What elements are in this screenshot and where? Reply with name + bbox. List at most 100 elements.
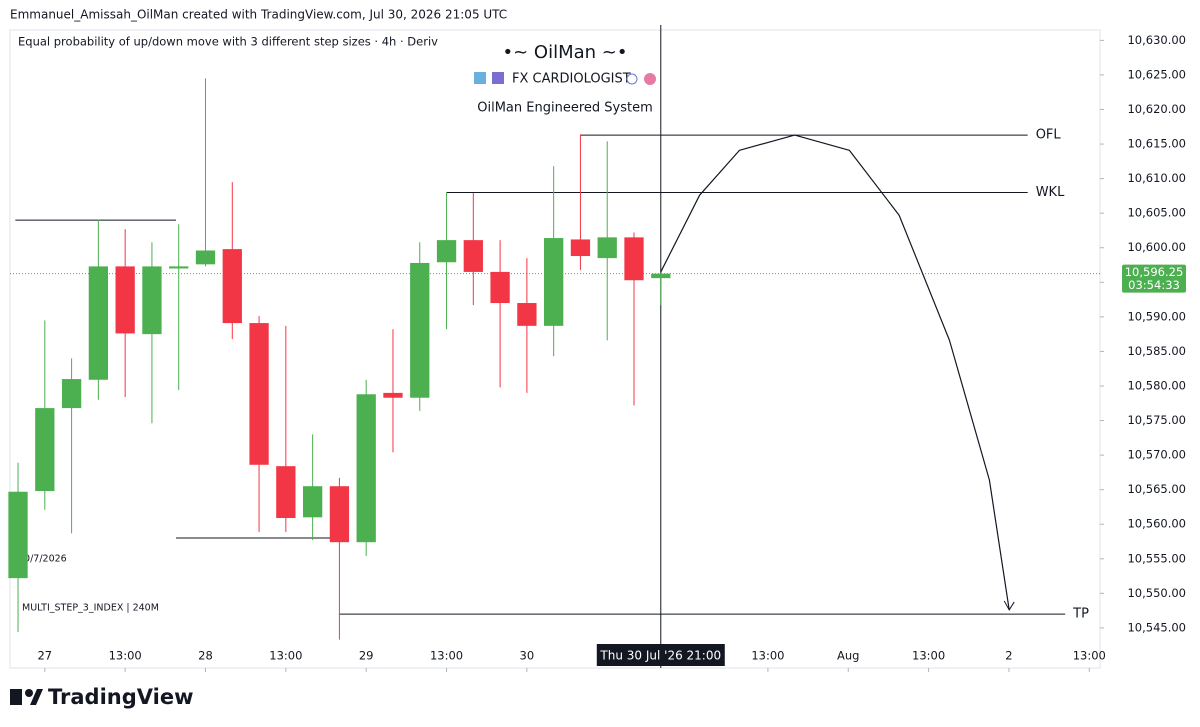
candle [115,229,135,398]
projection [660,134,1010,611]
price-tag-label: 10,596.25 [1125,265,1184,279]
candle [436,192,457,330]
icon [644,73,656,85]
x-tick-label: 13:00 [1073,649,1106,663]
candle [195,78,216,267]
projection-arrow [1003,600,1015,611]
header: Emmanuel_Amissah_OilMan created with Tra… [10,8,507,22]
candle-body [383,392,403,398]
y-tick-label: 10,585.00 [1127,344,1186,358]
y-tick-label: 10,565.00 [1127,482,1186,496]
x-tick-label: 13:00 [109,649,142,663]
x-tick-label: Aug [837,649,859,663]
candle [463,193,483,306]
icon [492,72,504,84]
candle [8,462,28,633]
candle-body [651,273,671,279]
y-tick-label: 10,560.00 [1127,517,1186,531]
y-tick-label: 10,575.00 [1127,413,1186,427]
subtitle: FX CARDIOLOGIST [512,72,631,87]
candle-body [88,266,109,380]
logo-mark [30,689,43,705]
logo: TradingView [10,685,193,709]
candle-body [463,240,483,272]
candle [517,258,537,393]
candle [88,219,109,400]
x-tick-label: 28 [198,649,213,663]
candle [61,358,82,534]
date-note: 30/7/2026 [18,554,67,565]
candle [276,325,296,532]
legend-text: Equal probability of up/down move with 3… [18,35,438,49]
logo-mark [25,689,33,697]
brand: TradingView [48,685,193,709]
candle [651,273,671,306]
level-label: TP [1072,607,1089,622]
x-tick-label: 13:00 [430,649,463,663]
icon [474,72,486,84]
candle-body [329,486,350,543]
candle-body [169,266,189,269]
candle-body [410,262,430,398]
candle [169,224,189,391]
candle-body [222,249,242,324]
y-tick-label: 10,570.00 [1127,448,1186,462]
candle [302,434,323,541]
y-tick-label: 10,555.00 [1127,551,1186,565]
countdown: 03:54:33 [1128,278,1180,292]
candle [35,320,55,510]
candle [249,316,269,532]
candle [222,182,242,339]
level-label: WKL [1036,185,1065,200]
candle-body [115,266,135,334]
candle-body [61,379,82,409]
candle [142,242,162,424]
candle [356,379,376,557]
x-tick-label: 30 [520,649,535,663]
y-tick-label: 10,580.00 [1127,378,1186,392]
y-tick-label: 10,610.00 [1127,171,1186,185]
candle [624,232,644,406]
chart-title: •~ OilMan ~• [503,42,628,63]
candle [329,477,350,640]
y-tick-label: 10,545.00 [1127,620,1186,634]
candle-body [142,266,162,335]
subtitle: OilMan Engineered System [477,101,652,116]
candle-body [8,491,28,579]
x-tick-label: 27 [37,649,52,663]
y-tick-label: 10,625.00 [1127,67,1186,81]
candle-body [490,271,510,304]
logo-mark [10,689,22,705]
price-tag [1122,264,1186,293]
candle-body [517,303,537,326]
crosshair-label: Thu 30 Jul '26 21:00 [599,649,721,663]
candle-body [356,394,376,543]
y-tick-label: 10,630.00 [1127,33,1186,47]
level-label: OFL [1036,128,1062,143]
symbol-note: MULTI_STEP_3_INDEX | 240M [22,603,159,614]
candle-body [276,466,296,519]
candle-body [570,239,591,257]
x-tick-label: 13:00 [912,649,945,663]
candle [570,134,591,270]
candle-body [302,486,323,518]
x-tick-label: 13:00 [269,649,302,663]
y-tick-label: 10,600.00 [1127,240,1186,254]
candle-body [436,240,457,263]
y-tick-label: 10,620.00 [1127,102,1186,116]
candle [544,166,564,357]
x-tick-label: 13:00 [751,649,784,663]
candle-body [195,250,216,265]
candle [383,329,403,453]
icon [626,73,638,85]
crosshair-label-box [596,644,725,666]
candle [490,240,510,388]
candle-body [249,323,269,465]
candle-body [597,237,617,259]
x-tick-label: 29 [359,649,374,663]
plot-frame [9,29,1101,669]
candle-body [624,237,644,281]
y-tick-label: 10,550.00 [1127,586,1186,600]
